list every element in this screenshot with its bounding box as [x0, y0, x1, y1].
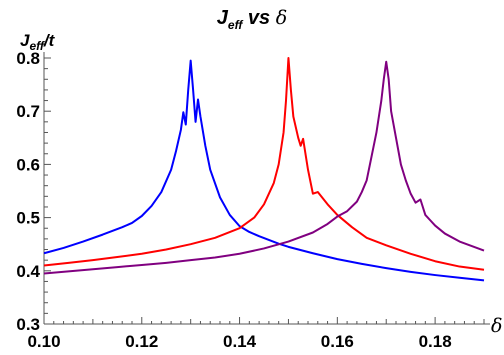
ylabel-subscript: eff: [29, 39, 44, 53]
y-tick-label: 0.8: [16, 49, 40, 68]
axis-ticks: [43, 57, 485, 325]
ylabel-main: J: [20, 31, 30, 50]
x-tick-label: 0.10: [27, 332, 60, 351]
title-middle: vs: [242, 7, 275, 29]
tick-labels: 0.10 0.12 0.14 0.16 0.18 0.3 0.4 0.5 0.6 0.7 0.8: [16, 49, 451, 351]
title-main: J: [217, 7, 229, 29]
ylabel-tail: /t: [43, 31, 56, 50]
y-tick-label: 0.7: [16, 102, 40, 121]
x-tick-label: 0.12: [125, 332, 158, 351]
x-tick-label: 0.18: [419, 332, 452, 351]
series-group: [43, 57, 485, 282]
y-tick-label: 0.4: [16, 262, 40, 281]
y-tick-label: 0.5: [16, 209, 40, 228]
chart-title: Jeff vs δ: [217, 7, 287, 32]
series-line-2: [43, 57, 485, 271]
plot-frame: [43, 52, 490, 325]
y-tick-label: 0.6: [16, 155, 40, 174]
x-tick-label: 0.16: [321, 332, 354, 351]
title-greek: δ: [276, 7, 287, 29]
x-axis-label: δ: [491, 315, 502, 337]
y-axis-label: Jeff/t: [20, 31, 56, 53]
title-subscript: eff: [228, 18, 243, 32]
x-tick-label: 0.14: [223, 332, 257, 351]
series-line-1: [43, 59, 485, 282]
y-tick-label: 0.3: [16, 315, 40, 334]
series-line-3: [43, 60, 485, 275]
